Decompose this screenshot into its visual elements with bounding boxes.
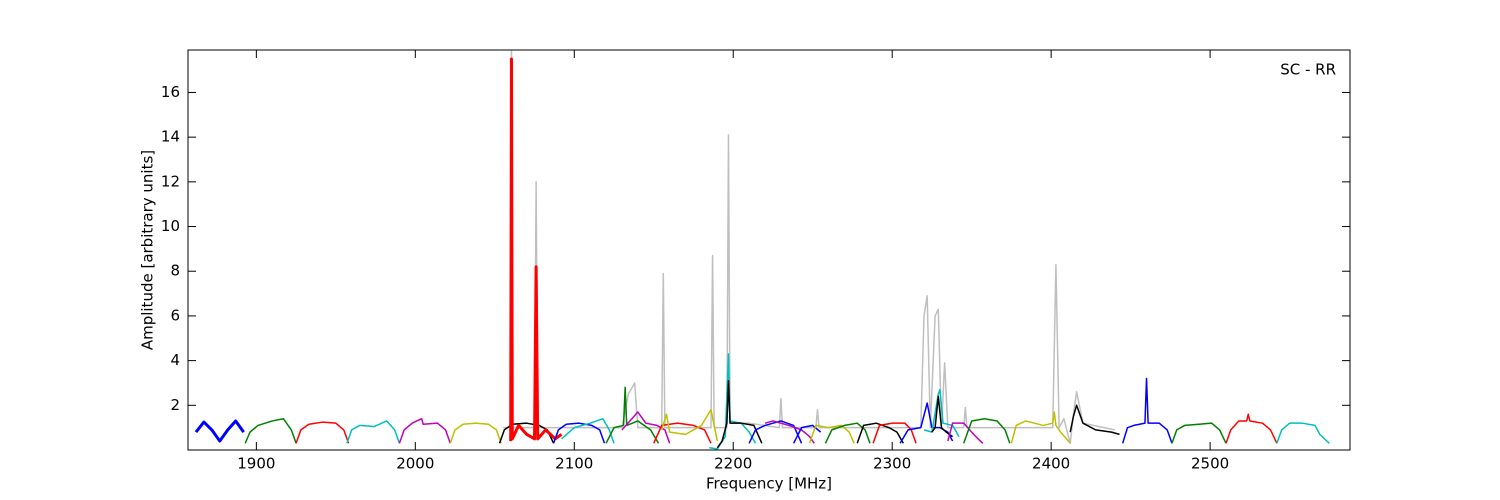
series-line — [561, 417, 615, 444]
series-line — [502, 50, 1115, 445]
series-line — [621, 411, 671, 444]
series-line — [605, 386, 660, 444]
series-line — [244, 417, 297, 444]
annotation: SC - RR — [1280, 61, 1336, 79]
series-line — [552, 422, 606, 444]
series-line — [194, 419, 245, 443]
series-line — [716, 379, 763, 449]
y-tick-label: 14 — [161, 128, 180, 146]
series-line — [1225, 413, 1278, 444]
series-line — [764, 420, 815, 444]
series-line — [792, 424, 822, 444]
series-line — [1276, 422, 1330, 444]
series-line — [398, 417, 451, 444]
series-line — [295, 421, 350, 444]
y-tick-label: 6 — [170, 306, 180, 324]
y-axis-label: Amplitude [arbitrary units] — [139, 150, 157, 350]
x-tick-label: 2300 — [873, 455, 911, 473]
x-tick-label: 1900 — [237, 455, 275, 473]
series-line — [1171, 422, 1227, 444]
series-line — [748, 420, 803, 444]
series-line — [1069, 404, 1120, 436]
series-group — [194, 50, 1330, 450]
series-line — [346, 420, 401, 444]
x-tick-label: 2500 — [1191, 455, 1229, 473]
series-line — [947, 422, 984, 444]
series-line — [1121, 377, 1173, 444]
y-tick-label: 2 — [170, 396, 180, 414]
x-tick-label: 2100 — [555, 455, 593, 473]
series-line — [808, 424, 855, 444]
plot-area — [188, 50, 1350, 450]
x-tick-label: 2000 — [396, 455, 434, 473]
x-tick-label: 2400 — [1032, 455, 1070, 473]
y-tick-label: 16 — [161, 83, 180, 101]
series-line — [653, 422, 712, 444]
series-line — [931, 395, 954, 438]
series-line — [963, 417, 1011, 444]
y-tick-label: 4 — [170, 351, 180, 369]
series-line — [660, 409, 719, 442]
x-tick-label: 2200 — [714, 455, 752, 473]
series-line — [509, 57, 563, 442]
y-tick-label: 10 — [161, 217, 180, 235]
x-axis-label: Frequency [MHz] — [706, 475, 832, 493]
plot-frame — [187, 49, 1351, 451]
series-line — [824, 422, 871, 444]
series-line — [1010, 411, 1071, 444]
y-tick-label: 12 — [161, 172, 180, 190]
series-line — [449, 422, 502, 444]
series-line — [872, 422, 917, 444]
y-tick-label: 8 — [170, 262, 180, 280]
